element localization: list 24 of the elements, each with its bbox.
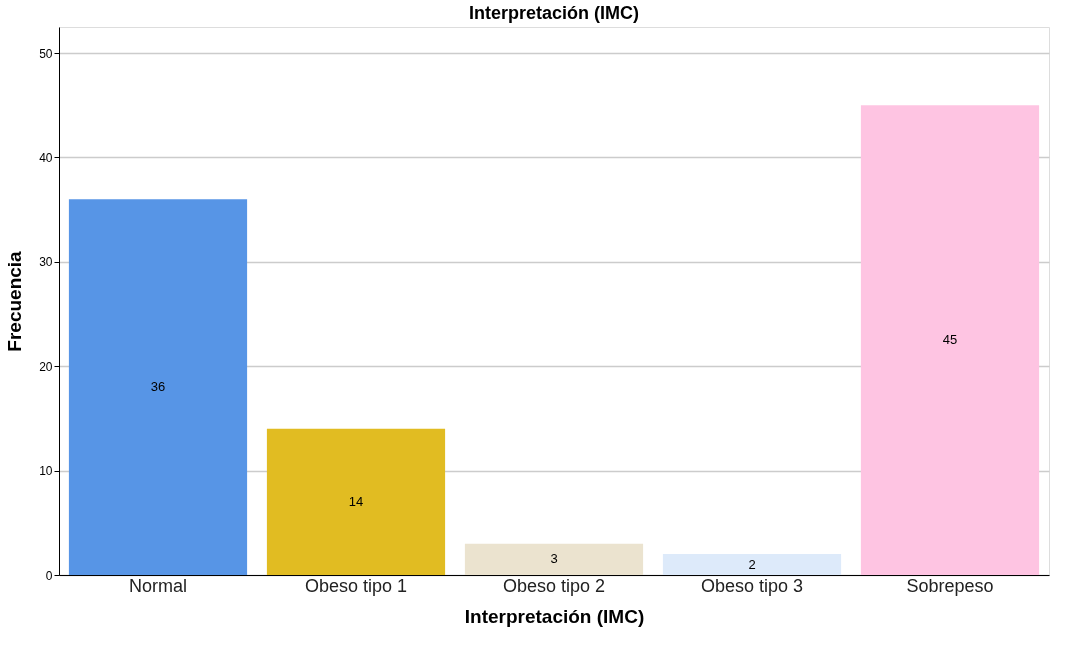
x-tick-label: Obeso tipo 3	[700, 575, 804, 596]
y-tick-label: 0	[45, 568, 53, 583]
y-tick-label: 50	[39, 46, 53, 61]
y-tick-label: 10	[39, 464, 53, 479]
y-tick-label: 40	[39, 150, 53, 165]
data-label: 36	[150, 379, 166, 395]
bar	[860, 105, 1040, 575]
x-tick-label: Obeso tipo 1	[304, 575, 408, 596]
bar	[662, 554, 842, 575]
y-tick-label: 30	[39, 255, 53, 270]
chart-title: Interpretación (IMC)	[468, 3, 640, 23]
x-tick-label: Normal	[128, 575, 188, 596]
y-axis-title: Frecuencia	[4, 250, 26, 352]
x-tick-label: Obeso tipo 2	[502, 575, 606, 596]
bar	[464, 543, 644, 575]
data-label: 2	[748, 556, 756, 572]
y-tick-label: 20	[39, 359, 53, 374]
data-label: 3	[550, 551, 558, 567]
data-label: 45	[942, 332, 958, 348]
x-tick-label: Sobrepeso	[906, 575, 994, 596]
bar	[266, 428, 446, 575]
x-axis-title: Interpretación (IMC)	[464, 605, 645, 627]
bar	[68, 199, 248, 575]
data-label: 14	[348, 493, 364, 509]
